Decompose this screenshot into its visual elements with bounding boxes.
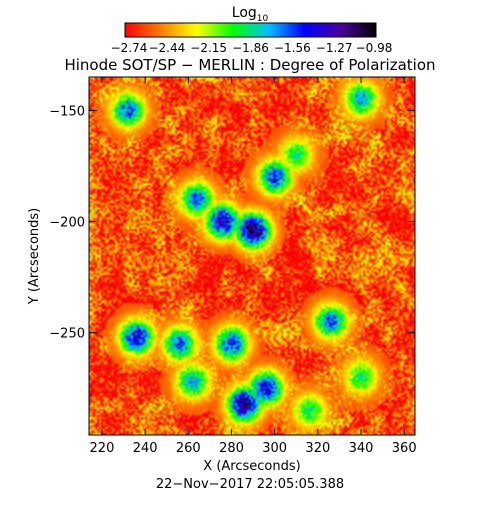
colorbar-tick-label: −2.74 bbox=[111, 41, 148, 55]
y-tick-label: −200 bbox=[49, 216, 85, 231]
plot-area: 220 240 260 280 300 320 340 360 −150 −200 −250 bbox=[49, 76, 417, 456]
colorbar-label: Log10 bbox=[232, 5, 269, 24]
y-axis: −150 −200 −250 bbox=[49, 104, 415, 342]
heatmap-image bbox=[89, 77, 415, 435]
colorbar-tick-label: −2.44 bbox=[148, 41, 185, 55]
x-tick-label: 340 bbox=[349, 441, 374, 456]
colorbar: Log10 −2.74 −2.44 −2.15 −1.86 −1.56 −1.27 −0.9… bbox=[111, 5, 393, 55]
x-axis: 220 240 260 280 300 320 340 360 bbox=[90, 77, 417, 456]
x-tick-label: 320 bbox=[305, 441, 330, 456]
colorbar-tick-label: −2.15 bbox=[190, 41, 227, 55]
y-axis-label: Y (Arcseconds) bbox=[27, 208, 42, 305]
x-tick-label: 360 bbox=[392, 441, 417, 456]
colorbar-tick-label: −1.86 bbox=[232, 41, 269, 55]
x-tick-label: 220 bbox=[90, 441, 115, 456]
colorbar-tick-label: −1.27 bbox=[316, 41, 353, 55]
x-tick-label: 300 bbox=[262, 441, 287, 456]
chart-title: Hinode SOT/SP − MERLIN : Degree of Polar… bbox=[64, 56, 435, 74]
y-tick-label: −250 bbox=[49, 327, 85, 342]
colorbar-gradient bbox=[124, 22, 377, 38]
x-tick-label: 240 bbox=[133, 441, 158, 456]
x-tick-label: 260 bbox=[176, 441, 201, 456]
x-axis-label: X (Arcseconds) bbox=[203, 459, 300, 474]
observation-date: 22−Nov−2017 22:05:05.388 bbox=[156, 477, 344, 492]
colorbar-tick-label: −0.98 bbox=[356, 41, 393, 55]
x-tick-label: 280 bbox=[219, 441, 244, 456]
plot-frame bbox=[88, 76, 416, 436]
y-tick-label: −150 bbox=[49, 104, 85, 119]
colorbar-tick-label: −1.56 bbox=[274, 41, 311, 55]
colorbar-label-subscript: 10 bbox=[257, 14, 269, 24]
